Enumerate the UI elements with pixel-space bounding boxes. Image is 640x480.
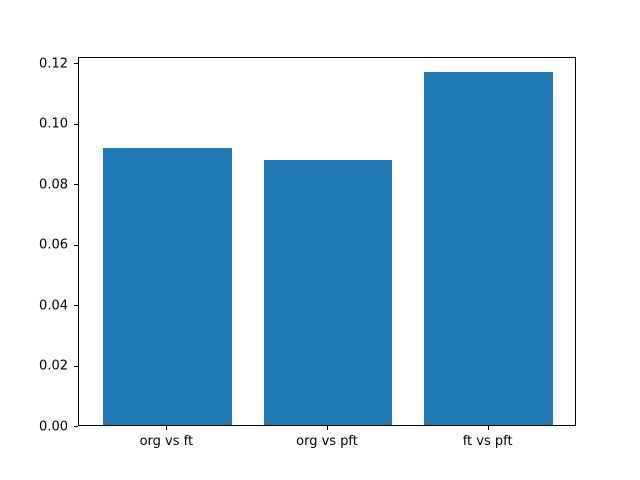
x-tick-mark-ft-vs-pft <box>487 426 489 430</box>
y-tick-mark-0.06 <box>74 244 78 246</box>
y-tick-mark-0.10 <box>74 123 78 125</box>
y-tick-mark-0.02 <box>74 365 78 367</box>
y-tick-label-0.10: 0.10 <box>39 116 68 132</box>
y-tick-label-0.02: 0.02 <box>39 358 68 374</box>
x-tick-mark-org-vs-ft <box>166 426 168 430</box>
y-tick-label-0.12: 0.12 <box>39 56 68 72</box>
bar-org-vs-ft <box>103 147 232 425</box>
y-tick-label-0.00: 0.00 <box>39 419 68 434</box>
bar-org-vs-pft <box>263 159 393 425</box>
y-tick-label-0.06: 0.06 <box>39 237 68 253</box>
x-tick-label-org-vs-pft: org vs pft <box>296 434 358 449</box>
y-tick-label-0.04: 0.04 <box>39 298 68 314</box>
y-tick-mark-0.08 <box>74 184 78 186</box>
x-tick-label-ft-vs-pft: ft vs pft <box>462 434 513 449</box>
y-tick-mark-0.00 <box>74 426 78 427</box>
bar-ft-vs-pft <box>424 72 553 425</box>
x-tick-label-org-vs-ft: org vs ft <box>139 434 194 449</box>
y-tick-label-0.08: 0.08 <box>39 177 68 193</box>
y-tick-mark-0.12 <box>74 63 78 65</box>
x-tick-mark-org-vs-pft <box>327 426 328 430</box>
plot-area <box>78 57 576 426</box>
y-tick-mark-0.04 <box>74 305 78 307</box>
